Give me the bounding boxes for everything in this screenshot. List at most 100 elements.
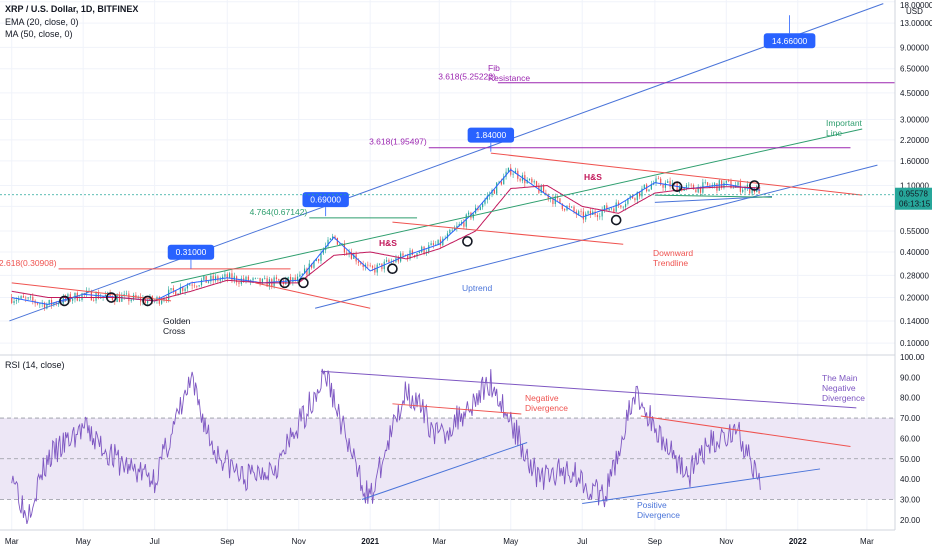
candle-body [491, 189, 493, 195]
candle-body [669, 181, 671, 187]
candle-body [622, 206, 624, 208]
candle-body [362, 264, 364, 268]
symbol-title[interactable]: XRP / U.S. Dollar, 1D, BITFINEX [5, 4, 139, 14]
candle-body [86, 290, 88, 294]
candle-body [360, 262, 362, 265]
trend-drawings: 2.618(0.30908) 4.764(0.67142) 3.618(1.9549… [0, 3, 895, 520]
candle-body [226, 274, 228, 279]
candle-body [498, 181, 500, 183]
candle-body [627, 198, 629, 204]
time-tick-label: May [503, 537, 518, 546]
candle-body [660, 178, 662, 185]
candle-body [88, 290, 90, 292]
candle-body [458, 223, 460, 226]
candle-body [348, 252, 350, 255]
rsi-tick-label: 100.00 [900, 353, 925, 362]
candle-body [203, 276, 205, 280]
candle-body [737, 182, 739, 186]
callout-value: 0.69000 [310, 195, 341, 205]
candle-body [50, 299, 53, 306]
price-tick-label: 0.20000 [900, 294, 929, 303]
rsi-tick-label: 20.00 [900, 516, 921, 525]
candle-body [369, 265, 371, 267]
candle-body [699, 186, 702, 193]
candle-body [685, 185, 688, 188]
candle-body [72, 299, 74, 301]
candle-body [603, 205, 606, 210]
downward-trendline [490, 152, 863, 196]
short-green-line [654, 194, 773, 198]
price-tick-label: 2.20000 [900, 136, 929, 145]
last-price-badge [895, 187, 932, 210]
price-tick-label: 0.55000 [900, 227, 929, 236]
candle-body [254, 277, 256, 279]
price-tick-label: 9.00000 [900, 43, 929, 52]
candle-body [650, 184, 652, 190]
candle-body [210, 275, 212, 282]
ema-line [11, 168, 761, 305]
price-tick-label: 0.14000 [900, 317, 929, 326]
candle-body [496, 182, 498, 194]
candle-body [301, 273, 303, 275]
candle-body [561, 203, 563, 210]
candle-body [608, 208, 610, 211]
candle-body [657, 178, 659, 180]
time-tick-label: Sep [648, 537, 663, 546]
candle-body [125, 293, 128, 295]
ma-legend[interactable]: MA (50, close, 0) [5, 29, 73, 39]
ema-legend[interactable]: EMA (20, close, 0) [5, 17, 79, 27]
candle-body [643, 184, 645, 189]
candle-body [374, 267, 376, 273]
uptrend-label: Uptrend [462, 283, 493, 293]
candle-body [353, 254, 355, 259]
candle-body [411, 250, 413, 255]
candle-body [482, 203, 484, 208]
candle-body [350, 252, 353, 259]
candle-body [322, 250, 324, 254]
candle-body [261, 278, 264, 284]
negative-divergence-line-2 [640, 415, 851, 448]
rsi-tick-label: 80.00 [900, 394, 921, 403]
candle-body [214, 276, 217, 281]
candle-body [519, 178, 521, 181]
marker-circle [59, 295, 70, 307]
candle-body [22, 296, 25, 298]
candle-body [104, 294, 107, 297]
main-negative-divergence-line [320, 370, 857, 409]
candle-body [79, 299, 81, 301]
candle-body [189, 284, 191, 286]
candle-body [275, 277, 278, 280]
candle-body [147, 300, 149, 304]
candle-body [57, 303, 60, 305]
candle-body [247, 276, 249, 282]
candle-body [224, 274, 226, 277]
candle-body [676, 183, 678, 192]
candle-body [233, 276, 235, 281]
candle-body [198, 285, 200, 287]
candle-body [36, 303, 39, 305]
main-negative-divergence-label: The Main [822, 373, 858, 383]
candle-body [503, 176, 505, 185]
candle-body [179, 286, 182, 294]
candle-body [25, 297, 27, 299]
candle-body [725, 180, 727, 183]
candle-body [332, 236, 334, 239]
rsi-pane[interactable] [0, 368, 895, 525]
candle-body [93, 300, 95, 302]
candle-body [346, 252, 348, 255]
candle-body [667, 181, 669, 183]
candle-body [500, 181, 502, 185]
candle-body [528, 178, 531, 180]
candle-body [706, 182, 709, 186]
candle-body [437, 239, 439, 245]
candle-body [128, 293, 130, 302]
candle-body [207, 281, 210, 283]
candle-body [339, 244, 341, 245]
marker-circle [462, 236, 473, 247]
candle-body [182, 286, 184, 291]
candle-body [510, 167, 512, 175]
candle-body [11, 297, 13, 304]
rsi-legend[interactable]: RSI (14, close) [5, 360, 65, 370]
channel-upper-line [9, 3, 884, 322]
candle-body [489, 194, 491, 196]
